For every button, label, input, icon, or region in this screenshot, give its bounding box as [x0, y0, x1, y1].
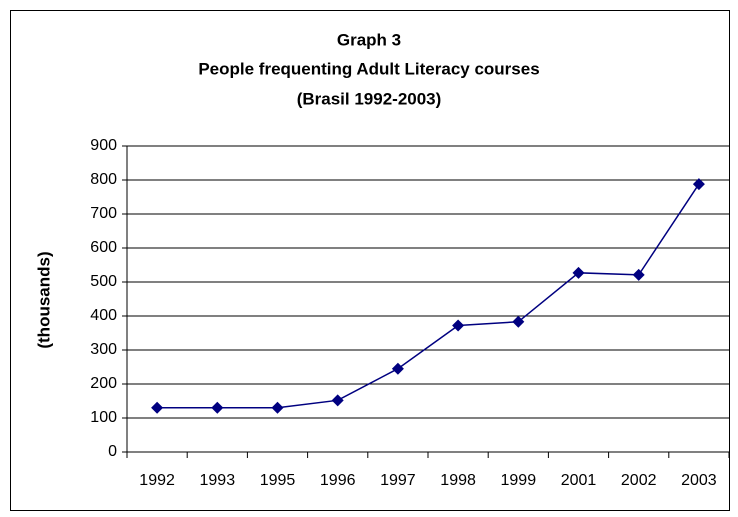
- x-tick-label: 1992: [139, 472, 175, 489]
- y-tick-label: 500: [90, 273, 117, 290]
- data-point: [151, 401, 164, 414]
- y-tick-label: 200: [90, 375, 117, 392]
- y-tick-label: 0: [108, 443, 117, 460]
- data-point: [632, 268, 645, 281]
- data-point: [391, 362, 404, 375]
- y-axis-label: (thousands): [34, 251, 53, 348]
- series-line: [157, 183, 700, 409]
- data-point: [271, 401, 284, 414]
- y-tick-label: 100: [90, 409, 117, 426]
- x-tick-label: 1993: [200, 472, 236, 489]
- data-point: [452, 319, 465, 332]
- data-point: [512, 315, 525, 328]
- data-point: [692, 178, 705, 191]
- x-tick-label: 1997: [380, 472, 416, 489]
- y-tick-label: 700: [90, 205, 117, 222]
- chart-title: Graph 3: [337, 30, 401, 49]
- x-tick-label: 1998: [440, 472, 476, 489]
- y-tick-label: 400: [90, 307, 117, 324]
- data-point: [211, 401, 224, 414]
- x-tick-label: 2003: [681, 472, 717, 489]
- x-tick-label: 1999: [501, 472, 537, 489]
- y-tick-label: 300: [90, 341, 117, 358]
- y-tick-label: 800: [90, 171, 117, 188]
- chart-title: (Brasil 1992-2003): [297, 89, 442, 108]
- x-tick-label: 1995: [260, 472, 296, 489]
- y-tick-label: 600: [90, 239, 117, 256]
- x-tick-label: 2001: [561, 472, 597, 489]
- data-point: [572, 266, 585, 279]
- x-tick-label: 1996: [320, 472, 356, 489]
- chart-title: People frequenting Adult Literacy course…: [198, 59, 539, 78]
- data-point: [331, 394, 344, 407]
- x-tick-label: 2002: [621, 472, 657, 489]
- y-tick-label: 900: [90, 137, 117, 154]
- chart-frame: [10, 10, 730, 511]
